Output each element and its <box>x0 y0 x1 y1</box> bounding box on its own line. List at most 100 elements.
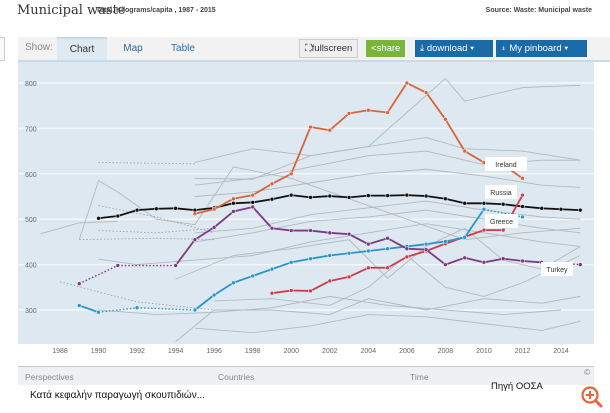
series-segment-ireland <box>425 92 447 120</box>
data-point-turkey <box>578 262 583 267</box>
other-country-line <box>175 295 581 343</box>
other-country-line <box>78 166 581 241</box>
series-segment-average <box>271 194 292 201</box>
series-label-box-turkey <box>541 262 573 276</box>
data-point-average <box>308 195 313 200</box>
series-segment-greece <box>271 261 292 270</box>
perspectives-tab[interactable]: Perspectives <box>25 372 74 382</box>
data-point-average <box>366 193 371 198</box>
data-point-greece <box>308 256 313 261</box>
data-point-average <box>231 201 236 206</box>
series-segment-turkey <box>522 260 542 264</box>
pin-icon: ⍖ <box>501 43 510 54</box>
series-segment-ireland <box>290 126 312 175</box>
source-link[interactable]: Source: Waste: Municipal waste <box>485 7 592 14</box>
y-tick-label: 700 <box>25 126 37 133</box>
tab-table[interactable]: Table <box>171 43 195 54</box>
other-country-dotted-line <box>98 162 195 165</box>
share-button[interactable]: <share <box>366 40 406 57</box>
series-segment-turkey <box>252 206 273 229</box>
data-point-greece <box>231 280 236 286</box>
line-chart: 300 400 500 600 700 800 1988 1990 1992 1994 1996 19… <box>18 77 594 355</box>
series-segment-average <box>194 206 215 212</box>
series-segment-average <box>522 205 542 210</box>
series-segment-greece <box>78 304 99 314</box>
pinboard-button[interactable]: ⍖ My pinboard ▾ <box>496 40 587 57</box>
time-tab[interactable]: Time <box>410 372 429 382</box>
data-point-ireland <box>520 176 525 181</box>
x-tick-label: 2012 <box>515 348 531 355</box>
data-point-greece <box>481 206 487 212</box>
series-segment-turkey <box>406 247 427 251</box>
x-tick-label: 2006 <box>399 348 415 355</box>
data-point-average <box>134 207 140 213</box>
data-point-russia <box>500 227 506 233</box>
series-segment-turkey <box>348 233 369 245</box>
tab-chart[interactable]: Chart <box>57 37 107 60</box>
series-segment-ireland <box>271 173 292 185</box>
series-segment-ireland <box>213 197 234 211</box>
x-tick-label: 2000 <box>283 348 299 355</box>
data-point-greece <box>269 266 275 272</box>
series-segment-greece <box>463 208 485 238</box>
series-segment-ireland <box>252 183 273 196</box>
series-label-box-russia <box>485 185 517 199</box>
data-point-greece <box>211 292 217 298</box>
series-segment-ireland <box>310 126 330 132</box>
series-segment-turkey <box>503 257 523 262</box>
series-segment-average <box>291 194 311 199</box>
data-point-turkey <box>423 247 429 252</box>
data-point-greece <box>385 246 390 251</box>
data-point-russia <box>366 265 371 271</box>
series-label-turkey: Turkey <box>546 267 568 274</box>
series-label-ireland: Ireland <box>495 162 517 169</box>
download-button[interactable]: ⤓ download ▾ <box>415 40 493 57</box>
share-icon: < <box>371 43 377 54</box>
series-segment-ireland <box>348 109 369 115</box>
data-point-russia <box>404 254 410 260</box>
series-segment-greece <box>426 240 446 246</box>
series-segment-average <box>406 194 427 197</box>
data-point-ireland <box>423 90 429 95</box>
zoom-in-icon[interactable] <box>580 385 604 409</box>
other-country-line <box>98 295 562 315</box>
series-segment-turkey <box>233 206 253 213</box>
data-point-russia <box>520 192 525 198</box>
series-segment-turkey <box>310 229 330 234</box>
series-label-box-ireland <box>485 157 527 171</box>
data-point-ireland <box>346 111 352 116</box>
data-point-turkey <box>500 256 506 261</box>
fullscreen-button[interactable]: ⛶fullscreen <box>299 39 359 58</box>
data-point-average <box>443 196 448 202</box>
bottom-panel: Perspectives Countries Time © <box>18 366 594 385</box>
data-point-ireland <box>192 211 198 217</box>
data-point-greece <box>192 307 198 313</box>
series-segment-turkey <box>194 226 215 241</box>
tab-map[interactable]: Map <box>123 43 143 54</box>
series-segment-ireland <box>406 82 427 94</box>
data-point-average <box>481 201 487 206</box>
data-point-turkey <box>462 255 467 261</box>
other-country-line <box>40 221 118 235</box>
data-point-average <box>327 193 333 199</box>
y-tick-label: 400 <box>25 263 37 270</box>
series-segment-ireland <box>194 208 215 215</box>
series-segment-russia <box>310 280 331 292</box>
series-segment-average <box>117 209 138 217</box>
data-point-average <box>404 192 410 198</box>
series-segment-greece <box>233 275 253 284</box>
x-tick-label: 1998 <box>245 348 261 355</box>
y-tick-label: 800 <box>25 81 37 88</box>
data-point-turkey <box>115 263 121 268</box>
x-tick-label: 1988 <box>52 348 68 355</box>
data-point-ireland <box>443 117 448 122</box>
data-point-russia <box>308 288 313 294</box>
data-point-turkey <box>443 262 448 267</box>
other-country-line <box>194 314 581 334</box>
data-point-average <box>578 207 583 213</box>
countries-tab[interactable]: Countries <box>218 372 255 382</box>
data-point-russia <box>385 265 390 271</box>
series-segment-average <box>98 215 118 220</box>
chart-subtitle: Total, Kilograms/capita , 1987 - 2015 <box>96 7 216 14</box>
data-point-greece <box>443 239 448 244</box>
